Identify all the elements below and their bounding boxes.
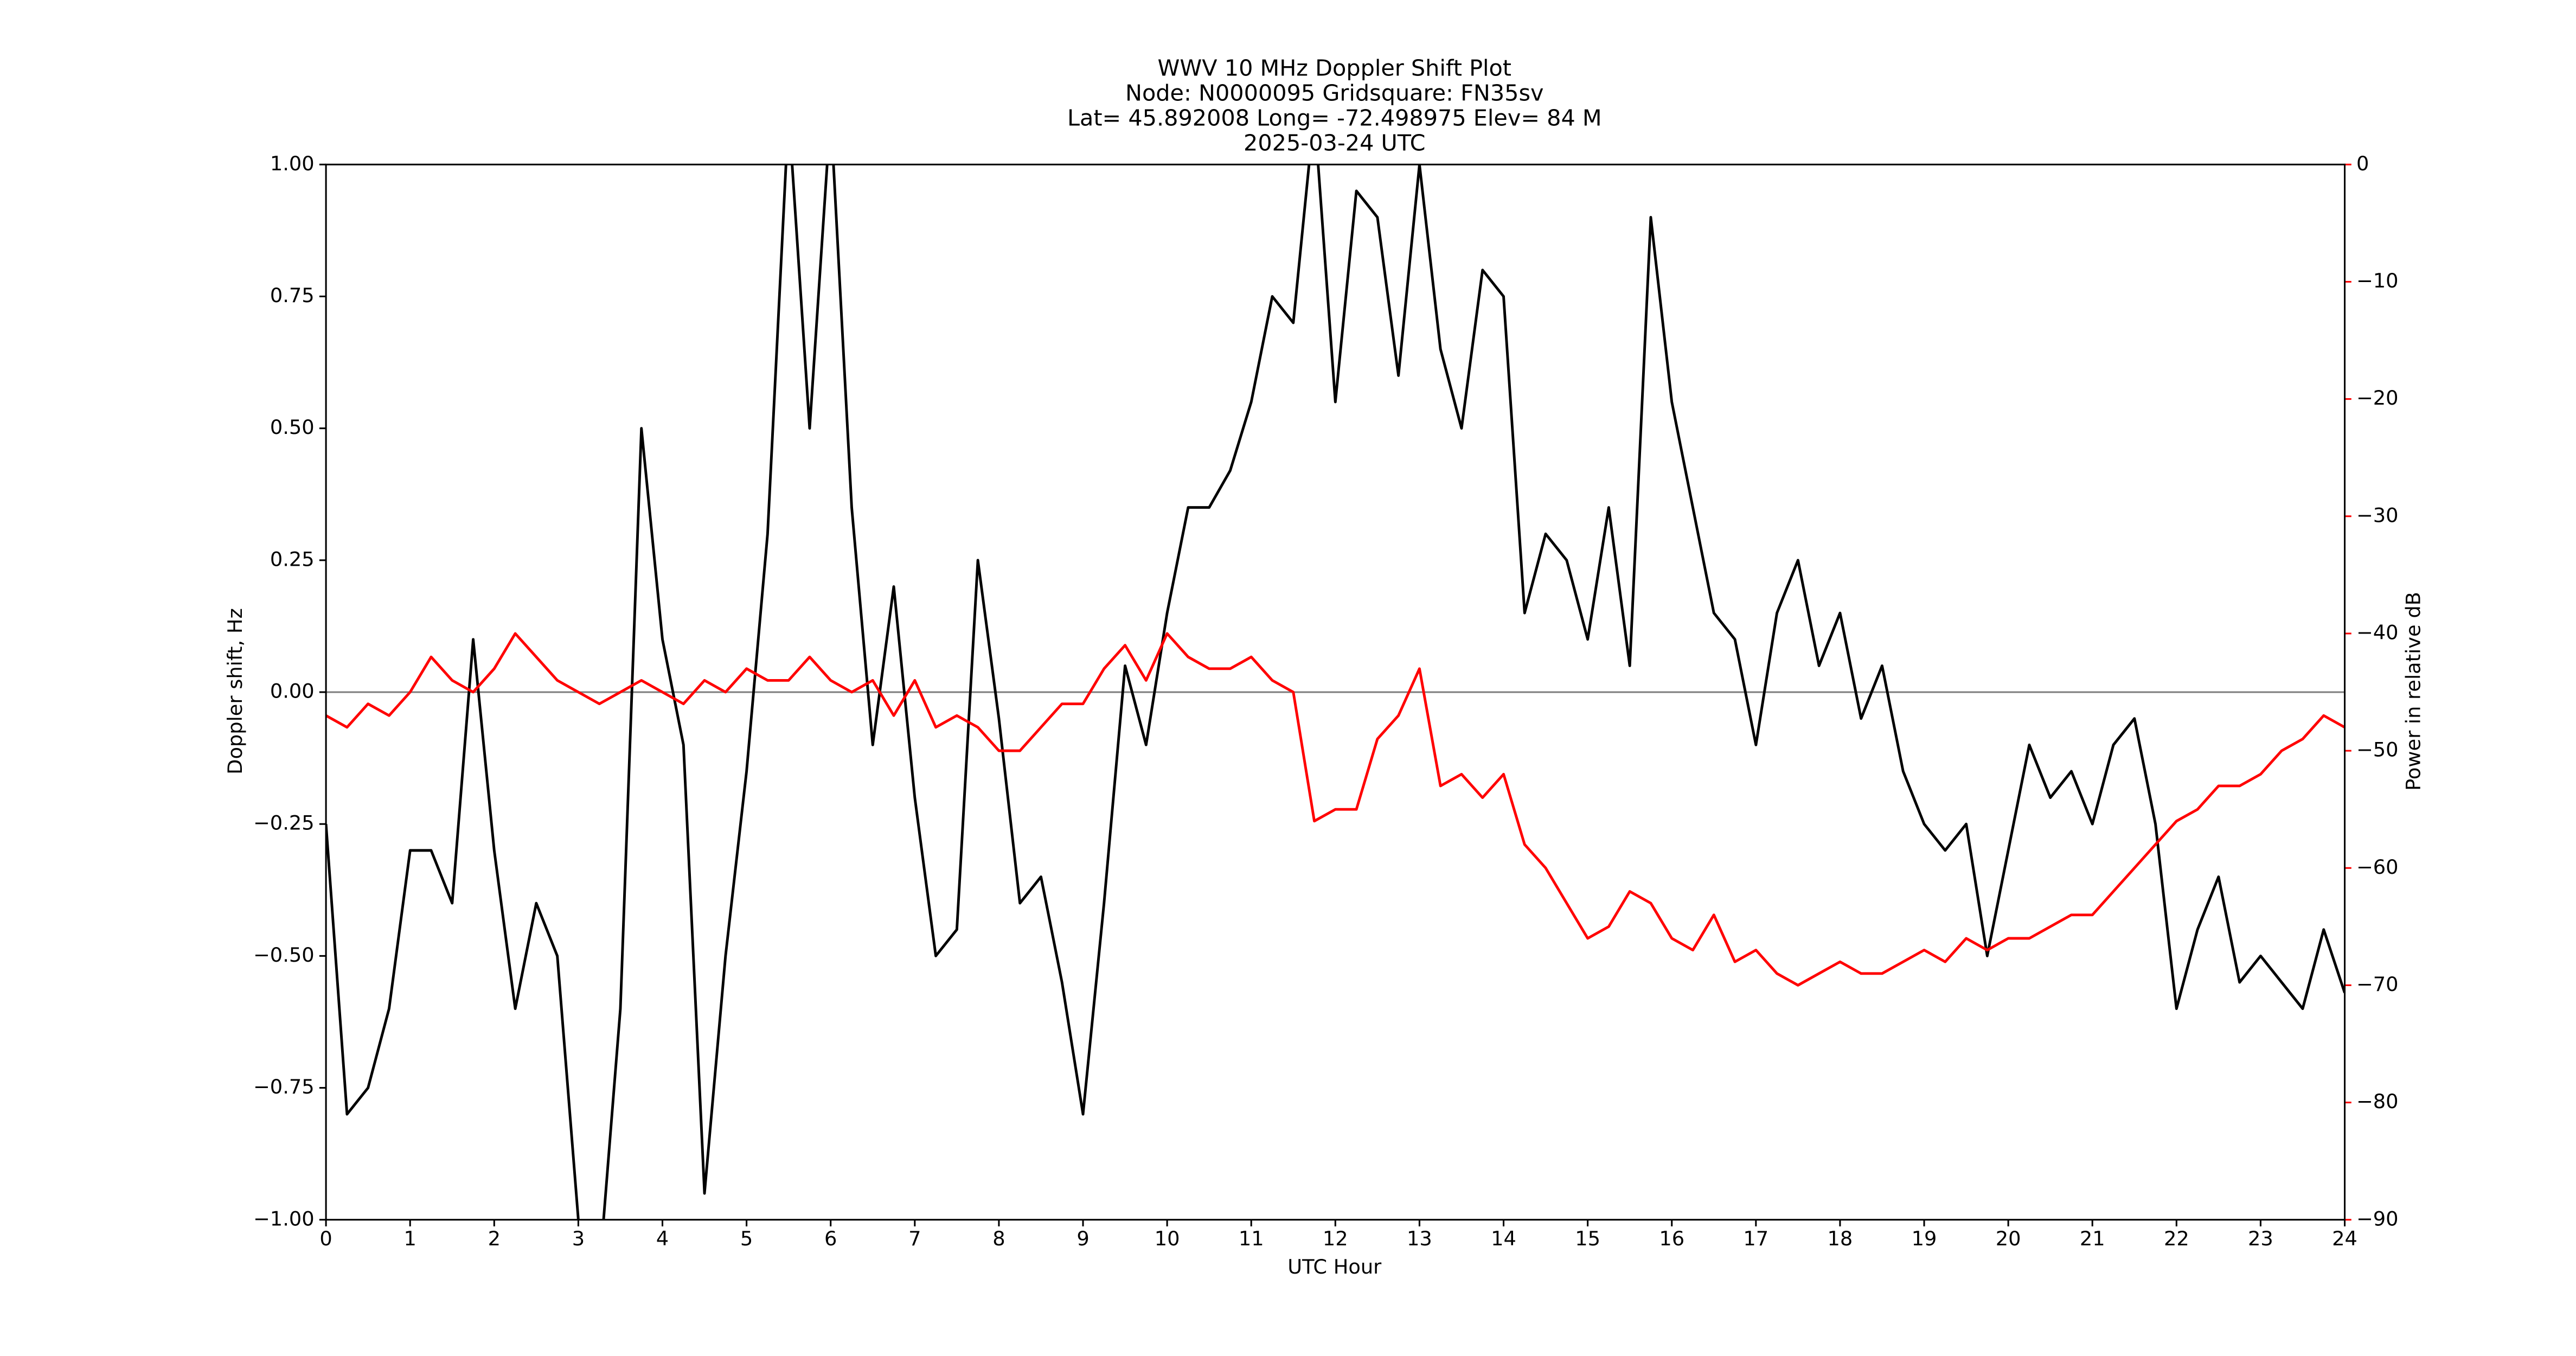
x-tick-label: 0 [319, 1227, 332, 1250]
x-tick-label: 17 [1743, 1227, 1768, 1250]
x-tick-label: 15 [1575, 1227, 1600, 1250]
chart-subtitle: 2025-03-24 UTC [1244, 130, 1426, 156]
y-tick-label: 0.75 [270, 284, 315, 307]
y2-tick-label: −40 [2356, 621, 2399, 644]
y-tick-label: −1.00 [253, 1207, 315, 1230]
y-tick-label: −0.25 [253, 811, 315, 835]
x-tick-label: 9 [1076, 1227, 1089, 1250]
x-tick-label: 2 [488, 1227, 501, 1250]
x-tick-label: 14 [1491, 1227, 1516, 1250]
y2-tick-label: −20 [2356, 386, 2399, 410]
x-tick-label: 21 [2080, 1227, 2105, 1250]
x-tick-label: 1 [404, 1227, 416, 1250]
y-tick-label: 0.25 [270, 547, 315, 571]
x-tick-label: 12 [1323, 1227, 1348, 1250]
x-tick-label: 16 [1659, 1227, 1684, 1250]
y2-tick-label: −70 [2356, 973, 2399, 996]
x-axis-label: UTC Hour [1287, 1255, 1382, 1278]
chart-subtitle: Lat= 45.892008 Long= -72.498975 Elev= 84… [1067, 105, 1602, 131]
chart-title: WWV 10 MHz Doppler Shift Plot [1158, 55, 1512, 81]
x-tick-label: 11 [1239, 1227, 1264, 1250]
y-axis-label: Doppler shift, Hz [223, 608, 247, 775]
x-tick-label: 23 [2248, 1227, 2273, 1250]
y-tick-label: −0.75 [253, 1075, 315, 1098]
y2-tick-label: −10 [2356, 269, 2399, 292]
x-tick-label: 5 [740, 1227, 753, 1250]
x-tick-label: 19 [1912, 1227, 1937, 1250]
y2-tick-label: −50 [2356, 738, 2399, 762]
x-tick-label: 6 [824, 1227, 837, 1250]
y2-axis-label: Power in relative dB [2402, 592, 2425, 791]
y-tick-label: 1.00 [270, 152, 315, 175]
x-tick-label: 7 [908, 1227, 921, 1250]
y-tick-label: −0.50 [253, 943, 315, 967]
y2-tick-label: −60 [2356, 855, 2399, 879]
x-tick-label: 24 [2332, 1227, 2357, 1250]
x-tick-label: 10 [1155, 1227, 1180, 1250]
chart-subtitle: Node: N0000095 Gridsquare: FN35sv [1125, 80, 1543, 106]
x-tick-label: 18 [1828, 1227, 1853, 1250]
x-tick-label: 13 [1407, 1227, 1432, 1250]
y2-tick-label: −30 [2356, 503, 2399, 527]
plot-frame [325, 163, 2346, 1221]
x-tick-label: 4 [656, 1227, 669, 1250]
series-line [326, 632, 2345, 987]
x-tick-label: 22 [2164, 1227, 2189, 1250]
y2-tick-label: 0 [2356, 152, 2369, 175]
series-line [326, 164, 2345, 1220]
x-tick-label: 8 [992, 1227, 1005, 1250]
x-tick-label: 20 [1996, 1227, 2021, 1250]
y-tick-label: 0.00 [270, 680, 315, 703]
y-tick-label: 0.50 [270, 415, 315, 439]
y2-tick-label: −80 [2356, 1090, 2399, 1113]
y2-tick-label: −90 [2356, 1207, 2399, 1230]
x-tick-label: 3 [572, 1227, 585, 1250]
